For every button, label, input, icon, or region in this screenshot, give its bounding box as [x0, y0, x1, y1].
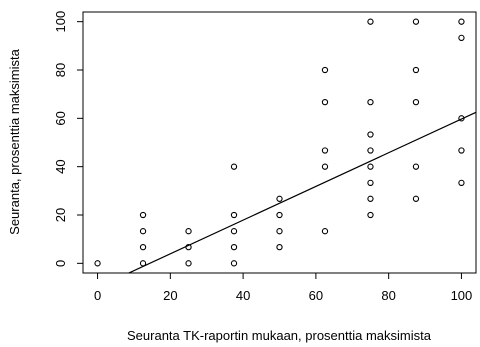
- trend-line-group: [127, 111, 476, 273]
- data-point: [367, 211, 374, 219]
- data-points: [94, 18, 465, 267]
- data-point: [276, 211, 283, 219]
- data-point: [458, 115, 465, 122]
- data-point: [230, 211, 238, 219]
- x-tick-label: 40: [236, 288, 250, 303]
- data-point: [276, 195, 283, 202]
- data-point: [412, 18, 420, 25]
- data-point: [412, 195, 420, 202]
- data-point: [367, 98, 374, 106]
- data-point: [185, 260, 192, 267]
- data-point: [412, 98, 420, 106]
- data-point: [276, 243, 283, 251]
- x-tick-label: 100: [451, 288, 473, 303]
- data-point: [230, 163, 238, 170]
- x-tick-label: 80: [381, 288, 395, 303]
- data-point: [321, 98, 329, 106]
- data-point: [458, 147, 465, 154]
- data-point: [367, 179, 374, 187]
- data-point: [321, 66, 329, 74]
- x-tick-label: 0: [94, 288, 101, 303]
- data-point: [139, 260, 147, 267]
- x-tick-label: 20: [163, 288, 177, 303]
- data-point: [321, 228, 329, 235]
- data-point: [230, 228, 238, 235]
- y-axis: 0 20 40 60 80 100: [53, 11, 84, 267]
- x-axis: 0 20 40 60 80 100: [94, 272, 473, 303]
- data-point: [458, 18, 465, 25]
- data-point: [94, 260, 101, 267]
- data-point: [458, 179, 465, 187]
- data-point: [412, 66, 420, 74]
- data-point: [321, 163, 329, 170]
- x-tick-label: 60: [309, 288, 323, 303]
- data-point: [458, 34, 465, 42]
- y-tick-label: 40: [53, 159, 68, 173]
- data-point: [139, 228, 147, 235]
- data-point: [230, 243, 238, 251]
- y-tick-label: 80: [53, 63, 68, 77]
- data-point: [185, 228, 192, 235]
- data-point: [139, 211, 147, 219]
- data-point: [367, 18, 374, 25]
- data-point: [230, 260, 238, 267]
- plot-area: [82, 11, 477, 274]
- data-point: [321, 147, 329, 154]
- y-tick-label: 0: [53, 260, 68, 267]
- y-tick-label: 100: [53, 11, 68, 33]
- trend-line: [127, 111, 476, 273]
- x-axis-title: Seuranta TK-raportin mukaan, prosenttia …: [127, 328, 432, 343]
- data-point: [276, 228, 283, 235]
- y-tick-label: 20: [53, 208, 68, 222]
- y-tick-label: 60: [53, 111, 68, 125]
- y-axis-title: Seuranta, prosenttia maksimista: [7, 48, 22, 234]
- data-point: [367, 195, 374, 202]
- data-point: [139, 243, 147, 251]
- data-point: [367, 131, 374, 138]
- data-point: [412, 163, 420, 170]
- data-point: [367, 147, 374, 154]
- data-point: [185, 243, 192, 251]
- data-point: [367, 163, 374, 170]
